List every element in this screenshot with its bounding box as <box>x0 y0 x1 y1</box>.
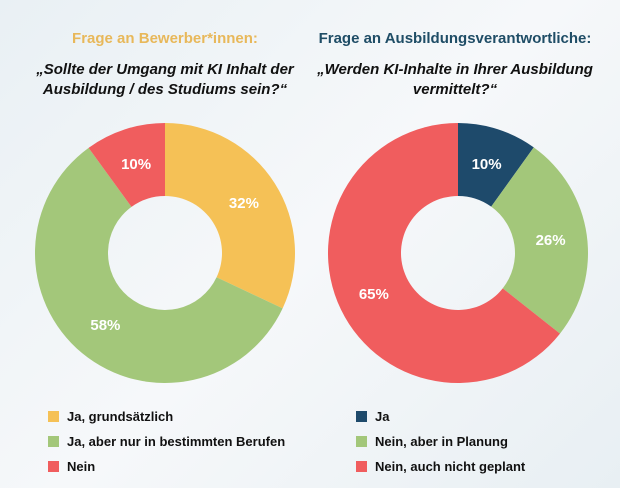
slice-label: 32% <box>229 195 259 212</box>
legend-item: Nein, aber in Planung <box>356 429 525 454</box>
slice-label: 10% <box>472 156 502 173</box>
donut-slice <box>88 123 165 207</box>
legend-label: Ja <box>375 409 390 424</box>
donut-slice <box>34 147 283 383</box>
legend-swatch <box>48 436 59 447</box>
legend-item: Ja, aber nur in bestimmten Berufen <box>48 429 285 454</box>
donut-slice <box>458 123 534 207</box>
legend-item: Nein <box>48 454 285 479</box>
legend-item: Ja <box>356 404 525 429</box>
legend-swatch <box>48 411 59 422</box>
right-chart-title: Frage an Ausbildungsverantwortliche: <box>318 30 592 47</box>
legend-swatch <box>356 411 367 422</box>
legend-swatch <box>48 461 59 472</box>
legend-item: Ja, grundsätzlich <box>48 404 285 429</box>
legend-label: Ja, aber nur in bestimmten Berufen <box>67 434 286 449</box>
left-chart-question: „Sollte der Umgang mit KI Inhalt der Aus… <box>36 61 294 98</box>
left-legend: Ja, grundsätzlich Ja, aber nur in bestimm… <box>48 404 285 479</box>
legend-swatch <box>356 436 367 447</box>
slice-label: 10% <box>121 156 151 173</box>
slice-label: 65% <box>359 286 389 303</box>
right-legend: Ja Nein, aber in Planung Nein, auch nicht … <box>356 404 525 479</box>
donut-slice <box>327 123 560 383</box>
legend-label: Nein <box>67 459 96 474</box>
legend-item: Nein, auch nicht geplant <box>356 454 525 479</box>
right-chart-question: „Werden KI-Inhalte in Ihrer Ausbildung v… <box>317 61 593 98</box>
legend-swatch <box>356 461 367 472</box>
legend-label: Nein, aber in Planung <box>375 434 508 449</box>
legend-label: Ja, grundsätzlich <box>67 409 174 424</box>
left-chart-title: Frage an Bewerber*innen: <box>72 30 258 47</box>
donut-slice <box>165 123 295 309</box>
legend-label: Nein, auch nicht geplant <box>375 459 526 474</box>
slice-label: 58% <box>90 317 120 334</box>
slice-label: 26% <box>536 232 566 249</box>
donut-slice <box>491 147 588 334</box>
